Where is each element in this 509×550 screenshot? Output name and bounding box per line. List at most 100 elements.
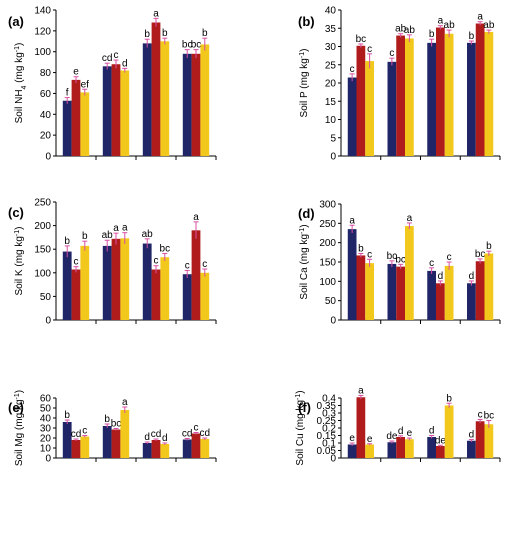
bar [484, 31, 494, 156]
significance-letter: b [469, 31, 475, 42]
significance-letter: bc [387, 251, 398, 262]
panel-label: (b) [298, 14, 315, 29]
y-tick-label: 25 [325, 60, 337, 71]
bar [102, 426, 112, 458]
significance-letter: a [122, 397, 128, 408]
panel-label: (c) [8, 205, 24, 220]
significance-letter: d [162, 433, 168, 444]
bar [467, 440, 476, 458]
y-tick-label: 40 [40, 110, 52, 121]
bar [365, 263, 374, 320]
y-tick-label: 60 [40, 89, 52, 100]
significance-letter: f [66, 88, 69, 99]
y-tick-label: 40 [40, 414, 52, 425]
significance-letter: a [358, 385, 364, 396]
y-tick-label: 10 [325, 115, 337, 126]
y-tick-label: 50 [325, 296, 337, 307]
y-tick-label: 20 [40, 131, 52, 142]
bar [396, 35, 405, 156]
significance-letter: a [113, 223, 119, 234]
bar [404, 439, 414, 458]
bar [80, 245, 90, 320]
bar [444, 265, 454, 320]
bar [62, 251, 72, 320]
significance-letter: b [446, 393, 452, 404]
bar [200, 44, 210, 156]
bar [356, 45, 366, 156]
bar [62, 100, 72, 156]
significance-letter: ab [404, 25, 416, 36]
chart-panel-5: (f) 00.050.10.150.20.250.30.350.4 Soil Cu … [295, 385, 501, 466]
panel-label: (e) [8, 400, 24, 415]
bar [191, 433, 201, 458]
bar [160, 444, 170, 458]
bar [80, 92, 90, 156]
significance-letter: b [104, 414, 110, 425]
significance-letter: ab [395, 24, 407, 35]
y-axis-label: Soil P (mg kg-1) [299, 49, 311, 118]
bar [427, 437, 437, 458]
y-tick-label: 0.3 [322, 409, 336, 420]
bar [160, 41, 170, 156]
bar [151, 269, 161, 320]
significance-letter: b [429, 29, 435, 40]
bar [111, 238, 121, 320]
y-tick-label: 200 [34, 221, 51, 232]
bar [436, 27, 445, 156]
y-tick-label: 0.35 [317, 401, 337, 412]
y-tick-label: 0.25 [317, 416, 337, 427]
significance-letter: c [350, 64, 355, 75]
bar [396, 266, 405, 320]
y-tick-label: 100 [34, 268, 51, 279]
y-axis-label: Soil NH4 (mg kg-1) [14, 43, 28, 124]
y-tick-label: 0 [330, 152, 336, 163]
significance-letter: c [367, 249, 372, 260]
significance-letter: b [64, 410, 70, 421]
bar [484, 424, 494, 458]
y-tick-label: 15 [325, 97, 337, 108]
y-tick-label: 60 [40, 394, 52, 405]
significance-letter: bc [160, 243, 171, 254]
significance-letter: b [486, 241, 492, 252]
y-tick-label: 100 [319, 277, 336, 288]
bar [200, 272, 210, 320]
bar [387, 442, 397, 458]
y-tick-label: 0.15 [317, 431, 337, 442]
significance-letter: bc [191, 40, 202, 51]
y-tick-label: 10 [40, 444, 52, 455]
significance-letter: d [469, 430, 475, 441]
significance-letter: a [407, 213, 413, 224]
significance-letter: c [202, 259, 207, 270]
significance-letter: b [64, 236, 70, 247]
bar [404, 38, 414, 156]
significance-letter: c [478, 409, 483, 420]
bar [475, 421, 485, 458]
y-tick-label: 35 [325, 24, 337, 35]
significance-letter: c [185, 260, 190, 271]
bar [111, 64, 121, 156]
significance-letter: c [429, 258, 434, 269]
significance-letter: c [114, 50, 119, 61]
y-tick-label: 5 [330, 133, 336, 144]
significance-letter: b [202, 28, 208, 39]
significance-letter: a [477, 12, 483, 23]
significance-letter: b [144, 29, 150, 40]
significance-letter: bc [182, 40, 193, 51]
bar [365, 444, 374, 458]
bar [436, 446, 445, 458]
y-tick-label: 40 [325, 6, 337, 17]
significance-letter: ab [444, 20, 456, 31]
chart-panel-0: (a) 0 20 40 60 80 100 120 140 Soil NH4 (mg kg-1) f… [8, 6, 217, 163]
bar [151, 22, 161, 157]
chart-panel-3: (d) 0 50 100 150 200 250 300 Soil Ca (mg kg-1) a b… [298, 200, 501, 327]
y-tick-label: 150 [34, 245, 51, 256]
bar [475, 261, 485, 320]
bar [191, 230, 201, 320]
y-tick-label: 140 [34, 6, 51, 17]
y-tick-label: 0 [45, 152, 51, 163]
significance-letter: a [122, 223, 128, 234]
y-axis-label: Soil K (mg kg-1) [14, 226, 26, 295]
y-axis-label: Soil Cu (mg kg-1) [295, 390, 307, 465]
